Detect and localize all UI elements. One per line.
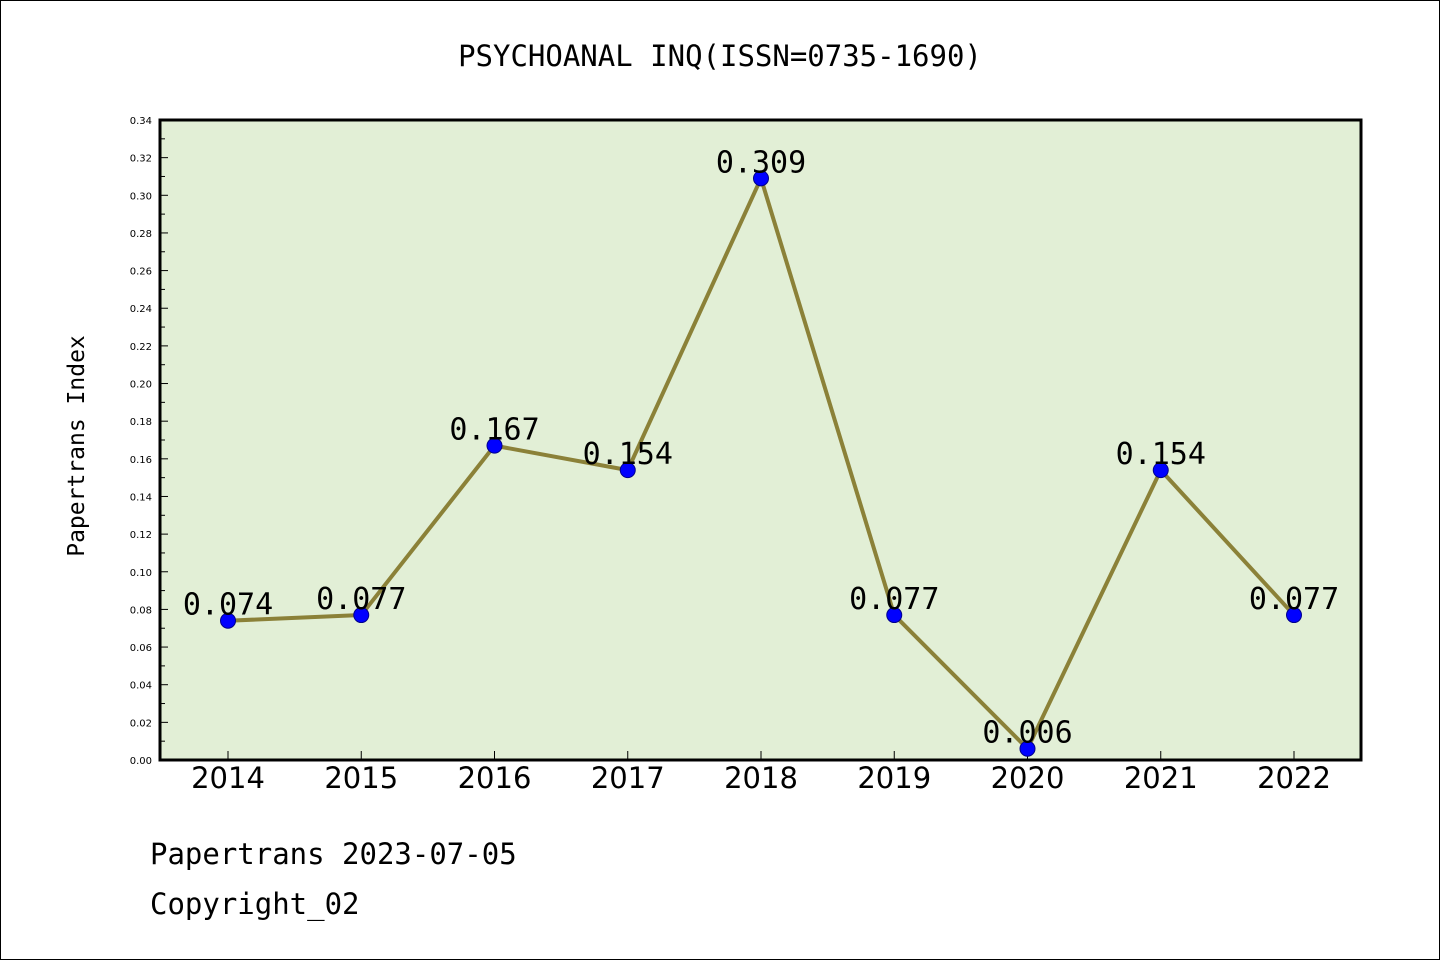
plot-area <box>158 118 1363 762</box>
y-tick-label: 0.34 <box>130 116 152 127</box>
y-axis-label: Papertrans Index <box>64 335 90 557</box>
y-tick-label: 0.20 <box>130 380 152 391</box>
footer-copyright: Copyright_02 <box>150 887 360 922</box>
data-markers <box>220 170 1302 757</box>
data-point <box>1286 607 1302 624</box>
y-tick-label: 0.30 <box>130 191 152 202</box>
x-tick-label: 2022 <box>1257 761 1331 795</box>
data-point <box>1019 740 1036 757</box>
x-tick-label: 2021 <box>1124 761 1198 795</box>
x-tick-label: 2018 <box>724 761 798 795</box>
y-tick-label: 0.08 <box>130 605 152 616</box>
data-label: 0.006 <box>982 716 1072 751</box>
y-axis: 0.00 0.02 0.04 0.06 0.08 0.10 0.12 0.14 0.16 0.18… <box>130 116 168 767</box>
data-label: 0.077 <box>316 582 406 617</box>
x-tick-label: 2014 <box>191 761 265 795</box>
data-label: 0.309 <box>716 145 806 180</box>
x-tick-label: 2016 <box>458 761 532 795</box>
chart-title: PSYCHOANAL INQ(ISSN=0735-1690) <box>458 39 982 73</box>
x-tick-label: 2017 <box>591 761 665 795</box>
data-point <box>1152 462 1169 479</box>
y-tick-label: 0.04 <box>130 681 152 692</box>
x-tick-label: 2015 <box>324 761 398 795</box>
data-point <box>353 607 370 624</box>
x-tick-label: 2019 <box>857 761 931 795</box>
y-tick-label: 0.24 <box>130 304 152 315</box>
footer-date: Papertrans 2023-07-05 <box>150 837 517 871</box>
y-tick-label: 0.10 <box>130 568 152 579</box>
y-tick-label: 0.02 <box>130 718 152 729</box>
data-label: 0.154 <box>583 437 673 472</box>
data-label: 0.167 <box>449 413 539 448</box>
y-tick-label: 0.26 <box>130 267 152 278</box>
data-label: 0.077 <box>849 582 939 617</box>
data-point <box>619 462 636 479</box>
y-tick-label: 0.28 <box>130 229 152 240</box>
data-point <box>486 437 503 454</box>
x-axis: 2014 2015 2016 2017 2018 2019 2020 2021 2022 <box>191 751 1331 795</box>
y-tick-label: 0.00 <box>130 756 152 767</box>
y-tick-label: 0.16 <box>130 455 152 466</box>
data-point <box>220 612 236 629</box>
x-tick-label: 2020 <box>991 761 1065 795</box>
y-tick-label: 0.18 <box>130 417 152 428</box>
y-tick-label: 0.12 <box>130 530 152 541</box>
data-labels: 0.074 0.077 0.167 0.154 0.309 0.077 0.006 0.154… <box>183 145 1339 750</box>
data-point <box>753 170 769 187</box>
y-tick-label: 0.22 <box>130 342 152 353</box>
y-tick-label: 0.06 <box>130 643 152 654</box>
data-point <box>886 607 903 624</box>
y-tick-label: 0.32 <box>130 154 152 165</box>
y-tick-label: 0.14 <box>130 492 152 503</box>
data-label: 0.154 <box>1116 437 1206 472</box>
data-label: 0.074 <box>183 588 273 623</box>
data-label: 0.077 <box>1249 582 1339 617</box>
